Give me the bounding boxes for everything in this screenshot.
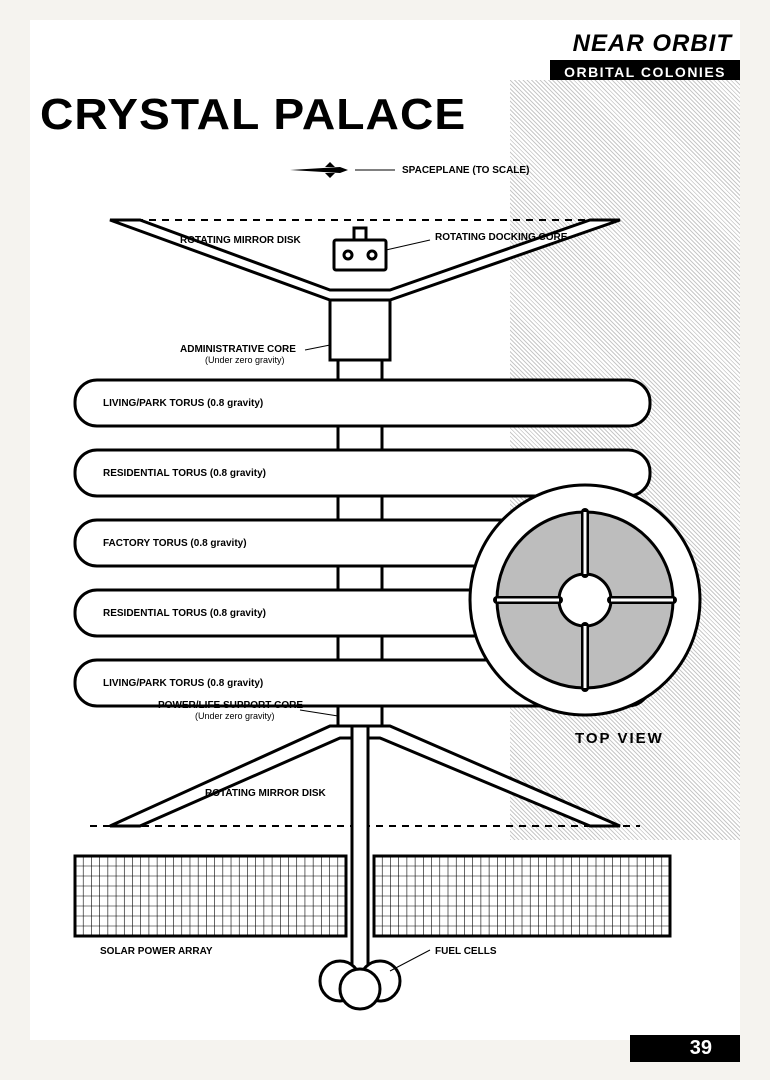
header-section: NEAR ORBIT [550,30,740,58]
svg-text:POWER/LIFE SUPPORT CORE: POWER/LIFE SUPPORT CORE [158,700,303,711]
svg-text:SOLAR POWER ARRAY: SOLAR POWER ARRAY [100,946,213,957]
svg-text:LIVING/PARK TORUS (0.8 gravity: LIVING/PARK TORUS (0.8 gravity) [103,398,263,409]
svg-text:FUEL CELLS: FUEL CELLS [435,946,497,957]
diagram: SPACEPLANE (TO SCALE) ROTATING MIRROR DIS… [30,140,740,1040]
svg-text:RESIDENTIAL TORUS (0.8 gravity: RESIDENTIAL TORUS (0.8 gravity) [103,608,266,619]
svg-text:LIVING/PARK TORUS (0.8 gravity: LIVING/PARK TORUS (0.8 gravity) [103,678,263,689]
svg-text:ROTATING DOCKING CORE: ROTATING DOCKING CORE [435,232,568,243]
svg-text:(Under zero gravity): (Under zero gravity) [195,711,275,721]
svg-text:ROTATING MIRROR DISK: ROTATING MIRROR DISK [205,788,327,799]
svg-text:TOP VIEW: TOP VIEW [575,730,664,747]
svg-text:(Under zero gravity): (Under zero gravity) [205,355,285,365]
page-title: CRYSTAL PALACE [40,90,466,140]
svg-text:ADMINISTRATIVE CORE: ADMINISTRATIVE CORE [180,344,296,355]
svg-text:FACTORY TORUS (0.8 gravity): FACTORY TORUS (0.8 gravity) [103,538,247,549]
svg-text:SPACEPLANE (TO SCALE): SPACEPLANE (TO SCALE) [402,165,529,176]
svg-text:RESIDENTIAL TORUS (0.8 gravity: RESIDENTIAL TORUS (0.8 gravity) [103,468,266,479]
svg-text:ROTATING MIRROR DISK: ROTATING MIRROR DISK [180,235,302,246]
